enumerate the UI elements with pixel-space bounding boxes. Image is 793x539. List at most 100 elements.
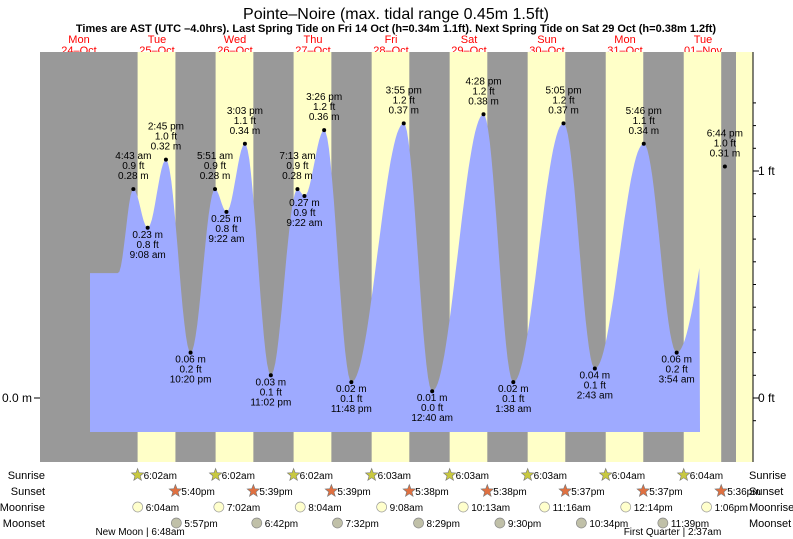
day-label-name: Mon [614, 34, 635, 46]
sunrise-icon [286, 467, 301, 481]
tide-point [268, 373, 273, 378]
sunset-icon [714, 483, 729, 497]
moonset-time: 8:29pm [427, 519, 460, 530]
moonrise-icon [213, 501, 225, 513]
moonset-icon [413, 517, 424, 529]
sunset-time: 5:38pm [415, 487, 448, 498]
moon-phase-label: New Moon | 6:48am [95, 527, 184, 538]
sunrise-icon [598, 467, 613, 481]
moonset-icon [576, 517, 587, 529]
high-tide-label: 3:03 pm [227, 106, 263, 117]
sunrise-time: 6:04am [612, 471, 645, 482]
high-tide-label: 5:05 pm [545, 85, 581, 96]
sunset-time: 5:37pm [571, 487, 604, 498]
moonrise-icon [539, 501, 550, 513]
moon-phase-label: First Quarter | 2:37am [624, 527, 722, 538]
moonset-icon [251, 517, 263, 529]
moonrise-time: 6:04am [146, 503, 179, 514]
moonrise-icon [620, 501, 632, 513]
moonset-icon [170, 517, 182, 529]
moonset-time: 11:39pm [671, 519, 709, 530]
tide-curve [90, 114, 700, 433]
day-label-name: Thu [304, 34, 323, 46]
low-tide-label: 0.06 m [175, 355, 206, 366]
moonrise-icon [132, 501, 144, 513]
high-tide-label: 0.9 ft [204, 161, 226, 172]
high-tide-label: 1.1 ft [234, 116, 256, 127]
sunset-icon [636, 483, 651, 497]
sunrise-time: 6:02am [222, 471, 255, 482]
sunrise-time: 6:03am [456, 471, 489, 482]
tide-point [213, 187, 218, 192]
day-label-name: Tue [694, 34, 713, 46]
tide-point [641, 141, 646, 146]
daylight-band [736, 52, 753, 462]
tide-annotations: 4:43 am0.9 ft0.28 m0.23 m0.8 ft9:08 am2:… [115, 76, 743, 424]
high-tide-label: 1.2 ft [313, 102, 335, 113]
moonset-icon [494, 517, 506, 529]
tide-point [481, 112, 486, 117]
sunset-time: 5:37pm [649, 487, 682, 498]
axes: 0.0 m 1 ft 0 ft [2, 52, 775, 462]
high-tide-label: 0.34 m [628, 126, 659, 137]
chart-title: Pointe–Noire (max. tidal range 0.45m 1.5… [243, 6, 549, 23]
high-tide-label: 0.28 m [282, 171, 313, 182]
low-tide-label: 0.0 ft [421, 403, 443, 414]
tide-point [401, 121, 406, 126]
sunset-icon [558, 483, 573, 497]
moonset-icon [657, 517, 669, 529]
high-tide-label: 7:13 am [279, 151, 315, 162]
moonset-icon [332, 517, 343, 529]
low-tide-label: 0.27 m [289, 198, 320, 209]
tide-point [242, 141, 247, 146]
low-tide-label: 11:48 pm [331, 404, 372, 415]
sunrise-time: 6:04am [690, 471, 723, 482]
low-tide-label: 0.1 ft [584, 380, 606, 391]
low-tide-label: 0.06 m [661, 355, 692, 366]
tide-point [224, 209, 229, 214]
high-tide-label: 0.31 m [710, 148, 741, 159]
low-tide-label: 0.03 m [256, 377, 287, 388]
sunrise-icon [130, 467, 145, 481]
moonset-time: 6:42pm [265, 519, 298, 530]
low-tide-label: 0.1 ft [340, 394, 362, 405]
low-tide-label: 0.8 ft [137, 240, 159, 251]
high-tide-label: 4:28 pm [465, 76, 501, 87]
sunrise-time: 6:03am [534, 471, 567, 482]
low-tide-label: 12:40 am [411, 413, 453, 424]
right-axis-label: 0 ft [758, 391, 775, 405]
tide-point [674, 350, 679, 355]
high-tide-label: 0.37 m [548, 105, 579, 116]
high-tide-label: 6:44 pm [707, 128, 743, 139]
low-tide-label: 0.04 m [580, 370, 611, 381]
tide-point [131, 187, 136, 192]
legend-row-label: Sunset [11, 486, 45, 498]
low-tide-label: 0.02 m [498, 384, 529, 395]
high-tide-label: 3:55 pm [386, 85, 422, 96]
day-label-name: Wed [224, 34, 246, 46]
low-tide-label: 11:02 pm [250, 397, 291, 408]
high-tide-label: 0.37 m [388, 105, 419, 116]
low-tide-label: 0.01 m [417, 393, 448, 404]
high-tide-label: 1.1 ft [633, 116, 655, 127]
day-label-name: Sat [461, 34, 478, 46]
sunrise-icon [208, 467, 223, 481]
sunset-icon [168, 483, 183, 497]
high-tide-label: 4:43 am [115, 151, 151, 162]
low-tide-label: 1:38 am [495, 404, 531, 415]
high-tide-label: 1.0 ft [155, 132, 177, 143]
left-axis-label: 0.0 m [2, 391, 32, 405]
moonrise-time: 9:08am [390, 503, 423, 514]
low-tide-label: 9:22 am [208, 234, 244, 245]
tide-point [145, 225, 150, 230]
moonrise-icon [376, 501, 388, 513]
high-tide-label: 2:45 pm [148, 122, 184, 133]
high-tide-label: 0.34 m [230, 126, 261, 137]
moonset-time: 5:57pm [184, 519, 217, 530]
sunset-time: 5:39pm [259, 487, 292, 498]
moonrise-icon [294, 501, 306, 513]
tide-point [322, 128, 327, 133]
legend-row-label: Sunrise [749, 470, 786, 482]
sunset-time: 5:39pm [337, 487, 370, 498]
low-tide-label: 10:20 pm [170, 375, 212, 386]
